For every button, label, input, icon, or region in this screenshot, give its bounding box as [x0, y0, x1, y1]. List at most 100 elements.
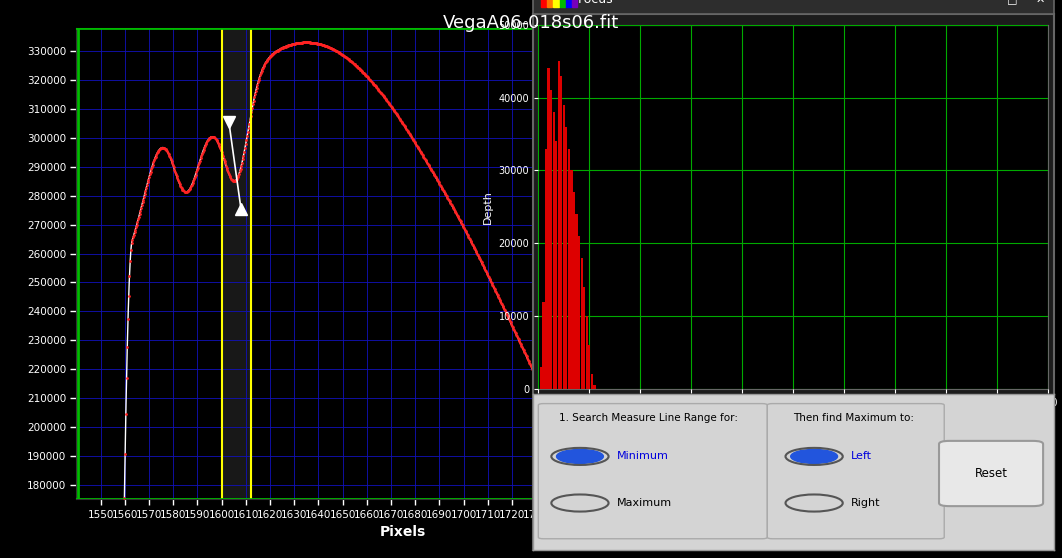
Point	[182, 185, 199, 194]
Point	[363, 78, 380, 86]
Point	[235, 155, 252, 164]
Point	[166, 163, 183, 172]
Point	[124, 233, 141, 242]
Point	[411, 146, 428, 155]
Point	[423, 166, 440, 175]
Point	[123, 238, 140, 247]
Point	[330, 49, 347, 57]
Point	[579, 483, 596, 492]
Point	[150, 147, 167, 156]
Point	[174, 185, 191, 194]
Point	[549, 419, 566, 428]
Point	[320, 42, 337, 51]
FancyBboxPatch shape	[767, 403, 944, 539]
Point	[609, 546, 626, 555]
Point	[428, 174, 445, 183]
Point	[457, 227, 474, 235]
Point	[513, 341, 530, 350]
Bar	[555, 141, 558, 389]
Point	[551, 422, 568, 431]
Point	[184, 179, 201, 187]
Point	[397, 123, 414, 132]
Point	[220, 167, 237, 176]
Point	[322, 43, 339, 52]
Point	[475, 261, 492, 270]
Point	[207, 134, 224, 143]
Point	[478, 268, 495, 277]
Point	[139, 178, 156, 187]
Point	[606, 543, 623, 552]
Bar	[581, 258, 583, 389]
Point	[523, 362, 539, 371]
Point	[483, 278, 500, 287]
Point	[152, 145, 169, 153]
Point	[175, 187, 192, 196]
Point	[441, 197, 458, 206]
Point	[267, 48, 284, 57]
Point	[493, 298, 510, 307]
Point	[243, 104, 260, 113]
Point	[316, 41, 333, 50]
Point	[171, 180, 188, 189]
Point	[174, 186, 191, 195]
Point	[288, 39, 305, 48]
Point	[509, 332, 526, 341]
Point	[415, 152, 432, 161]
Point	[567, 458, 584, 467]
Point	[461, 234, 478, 243]
Point	[211, 143, 228, 152]
Point	[227, 176, 244, 185]
Point	[135, 195, 152, 204]
Point	[609, 547, 626, 556]
Point	[519, 354, 536, 363]
Point	[319, 42, 336, 51]
Point	[149, 149, 166, 158]
Point	[338, 53, 355, 62]
Point	[421, 161, 438, 170]
Point	[251, 75, 268, 84]
Point	[134, 201, 151, 210]
Point	[264, 50, 281, 59]
Point	[165, 161, 182, 170]
Point	[215, 152, 232, 161]
Point	[138, 181, 155, 190]
Point	[329, 47, 346, 56]
Point	[249, 81, 266, 90]
Point	[160, 151, 177, 160]
Point	[167, 167, 184, 176]
Point	[571, 466, 588, 475]
Point	[432, 182, 449, 191]
Point	[367, 82, 384, 91]
Point	[328, 46, 345, 55]
Point	[374, 91, 391, 100]
Point	[344, 59, 361, 68]
Point	[170, 176, 187, 185]
Point	[327, 46, 344, 55]
Point	[530, 377, 547, 386]
Point	[369, 84, 386, 93]
Point	[585, 497, 602, 506]
Point	[520, 357, 537, 365]
Point	[580, 485, 597, 494]
Point	[142, 165, 159, 174]
Point	[230, 169, 247, 178]
Point	[393, 117, 410, 126]
Point	[528, 372, 545, 381]
Point	[486, 285, 503, 294]
Point	[150, 146, 167, 155]
Point	[446, 206, 463, 215]
Point	[592, 510, 609, 519]
Point	[392, 116, 409, 124]
Point	[550, 421, 567, 430]
Point	[588, 503, 605, 512]
Point	[216, 154, 233, 163]
Point	[444, 202, 461, 211]
Point	[170, 177, 187, 186]
Point	[383, 103, 400, 112]
Point	[611, 551, 628, 558]
Point	[269, 46, 286, 55]
Point	[508, 330, 525, 339]
Point	[337, 52, 354, 61]
Point	[421, 162, 438, 171]
Point	[519, 355, 536, 364]
